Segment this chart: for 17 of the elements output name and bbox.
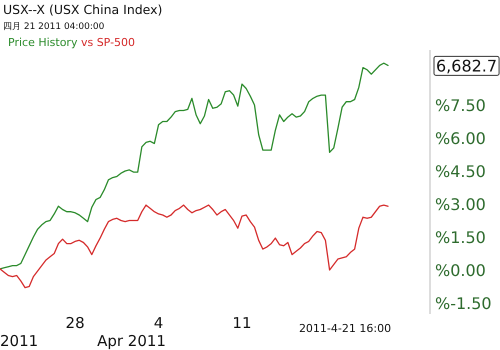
x-tick-label: 11	[232, 314, 252, 332]
x-tick-label: 4	[154, 314, 164, 332]
y-tick-label: %7.50	[435, 96, 486, 115]
annotation: 2011-4-21 16:00	[298, 322, 392, 335]
annotation: 2011	[0, 332, 38, 350]
x-tick-label: 28	[66, 314, 85, 332]
y-tick-label: %-1.50	[435, 294, 492, 313]
annotation: Apr 2011	[97, 332, 166, 350]
legend: Price History vs SP-500	[8, 36, 136, 49]
title: USX--X (USX China Index)	[3, 2, 162, 17]
subtitle: 四月 21 2011 04:00:00	[3, 22, 104, 32]
y-tick-label: %1.50	[435, 228, 486, 247]
y-tick-label: %4.50	[435, 162, 486, 181]
y-tick-label: %0.00	[435, 261, 486, 280]
y-tick-label: %3.00	[435, 195, 486, 214]
annotation: 6,682.7	[434, 56, 500, 76]
y-tick-label: %6.00	[435, 129, 486, 148]
